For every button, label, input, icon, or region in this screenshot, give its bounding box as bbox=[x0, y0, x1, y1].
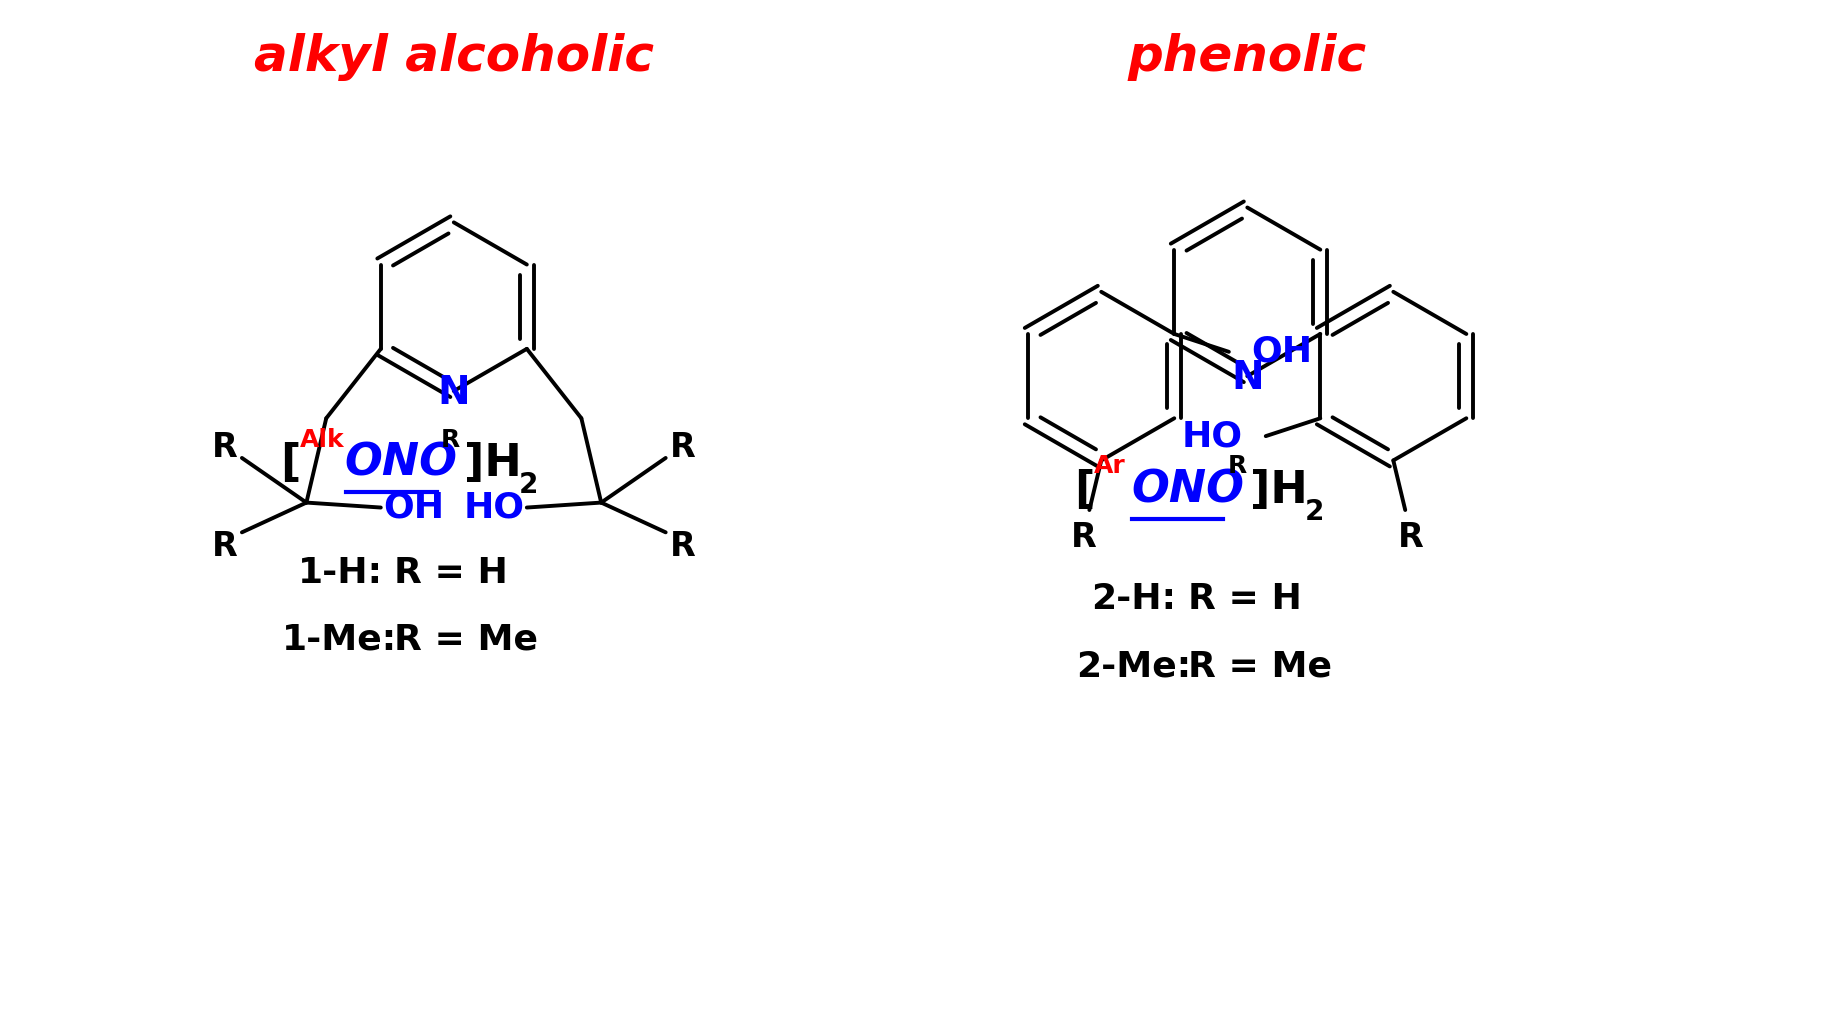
Text: OH: OH bbox=[1252, 335, 1313, 369]
Text: Ar: Ar bbox=[1094, 454, 1125, 479]
Text: alkyl alcoholic: alkyl alcoholic bbox=[253, 33, 654, 81]
Text: R = Me: R = Me bbox=[395, 623, 538, 657]
Text: R: R bbox=[213, 430, 239, 463]
Text: [: [ bbox=[281, 442, 301, 485]
Text: 1-Me:: 1-Me: bbox=[283, 623, 397, 657]
Text: ]H: ]H bbox=[465, 442, 521, 485]
Text: OH: OH bbox=[384, 491, 444, 525]
Text: Alk: Alk bbox=[299, 427, 345, 452]
Text: R = H: R = H bbox=[1188, 582, 1302, 616]
Text: 2-H:: 2-H: bbox=[1092, 582, 1177, 616]
Text: 2-Me:: 2-Me: bbox=[1076, 650, 1192, 684]
Text: R: R bbox=[1228, 454, 1247, 479]
Text: [: [ bbox=[1074, 468, 1094, 511]
Text: 2: 2 bbox=[518, 472, 538, 499]
Text: R: R bbox=[213, 530, 239, 563]
Text: R: R bbox=[1070, 522, 1096, 555]
Text: R = H: R = H bbox=[395, 556, 509, 589]
Text: R: R bbox=[670, 530, 696, 563]
Text: 2: 2 bbox=[1305, 498, 1324, 526]
Text: ONO: ONO bbox=[345, 442, 457, 485]
Text: phenolic: phenolic bbox=[1127, 33, 1366, 81]
Text: HO: HO bbox=[463, 491, 525, 525]
Text: ONO: ONO bbox=[1131, 468, 1245, 511]
Text: R: R bbox=[441, 427, 461, 452]
Text: R: R bbox=[1399, 522, 1425, 555]
Text: R: R bbox=[670, 430, 696, 463]
Text: ]H: ]H bbox=[1250, 468, 1307, 511]
Text: N: N bbox=[437, 374, 470, 412]
Text: 1-H:: 1-H: bbox=[297, 556, 384, 589]
Text: HO: HO bbox=[1182, 419, 1243, 453]
Text: R = Me: R = Me bbox=[1188, 650, 1331, 684]
Text: N: N bbox=[1230, 359, 1263, 397]
